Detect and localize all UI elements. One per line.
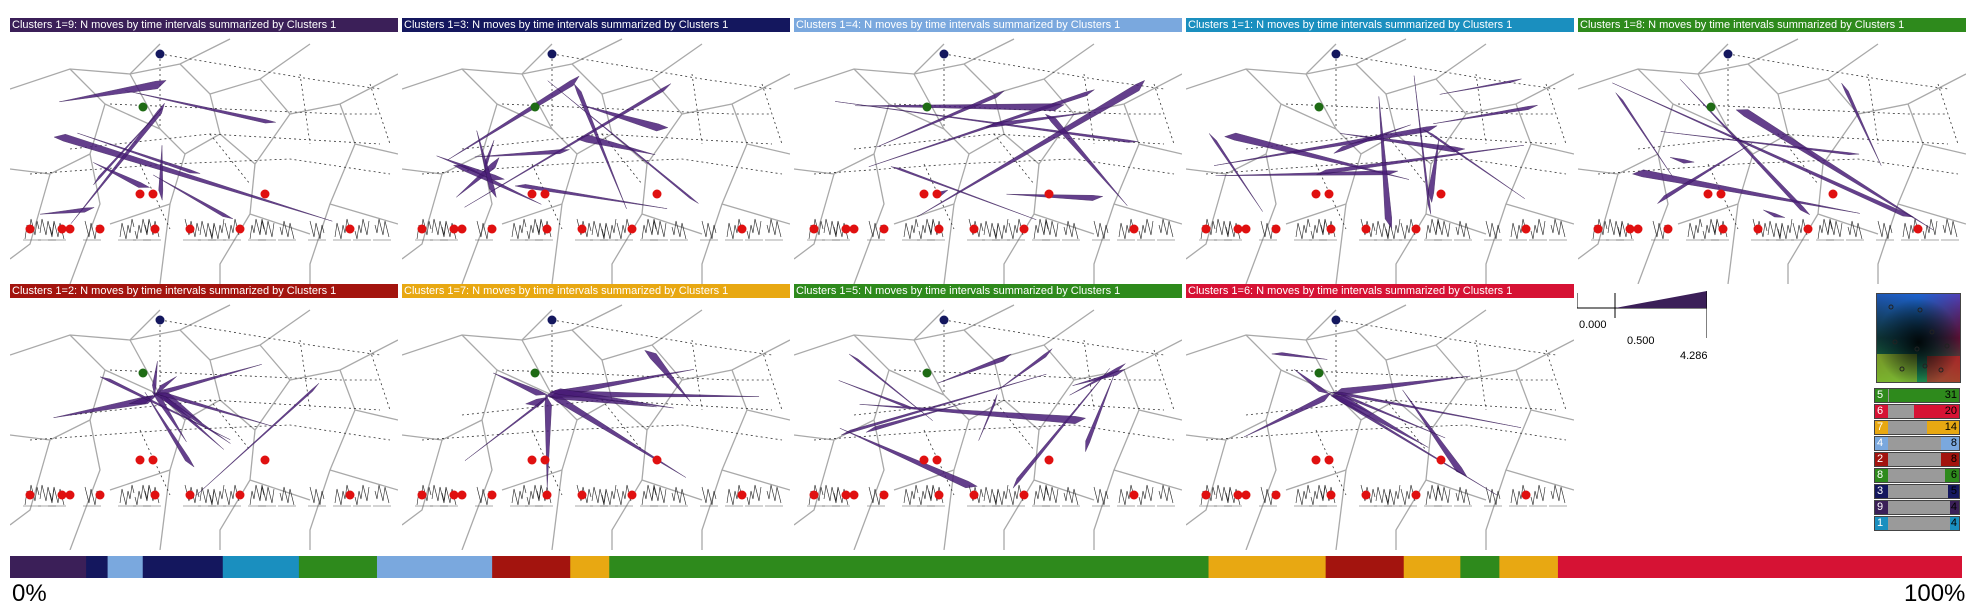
timeline-segment[interactable] — [1460, 556, 1500, 578]
scale-mid-label: 0.500 — [1627, 335, 1655, 347]
panel-title: Clusters 1=6: N moves by time intervals … — [1186, 284, 1574, 298]
scale-min-label: 0.000 — [1579, 319, 1607, 331]
cluster-panel[interactable]: Clusters 1=3: N moves by time intervals … — [402, 18, 790, 284]
cluster-panel[interactable]: Clusters 1=6: N moves by time intervals … — [1186, 284, 1574, 550]
panel-title: Clusters 1=5: N moves by time intervals … — [794, 284, 1182, 298]
timeline-segment[interactable] — [298, 556, 378, 578]
cluster-swatch — [1875, 405, 1888, 418]
cluster-id: 7 — [1877, 421, 1884, 433]
cluster-count-bar — [1927, 421, 1959, 434]
cluster-count: 6 — [1950, 469, 1957, 481]
timeline-segment[interactable] — [142, 556, 224, 578]
cluster-count-bar — [1948, 485, 1959, 498]
cluster-swatch — [1875, 421, 1888, 434]
flow-map[interactable] — [1578, 34, 1966, 284]
flow-map[interactable] — [794, 34, 1182, 284]
timeline-segment[interactable] — [10, 556, 87, 578]
cluster-count-bar — [1914, 405, 1959, 418]
timeline-segment[interactable] — [570, 556, 610, 578]
cluster-count-row[interactable]: 6 20 — [1874, 404, 1960, 419]
panel-title: Clusters 1=1: N moves by time intervals … — [1186, 18, 1574, 32]
cluster-count-row[interactable]: 7 14 — [1874, 420, 1960, 435]
cluster-id: 5 — [1877, 389, 1884, 401]
panel-title: Clusters 1=8: N moves by time intervals … — [1578, 18, 1966, 32]
cluster-id: 1 — [1877, 517, 1884, 529]
timeline-segment[interactable] — [609, 556, 1210, 578]
timeline-bar[interactable] — [10, 556, 1962, 578]
cluster-count: 8 — [1950, 453, 1957, 465]
timeline-segment[interactable] — [376, 556, 493, 578]
cluster-swatch — [1875, 389, 1888, 402]
cluster-panel[interactable]: Clusters 1=1: N moves by time intervals … — [1186, 18, 1574, 284]
cluster-swatch — [1875, 469, 1888, 482]
cluster-count: 4 — [1950, 501, 1957, 513]
cluster-count: 31 — [1944, 389, 1957, 401]
cluster-panel[interactable]: Clusters 1=4: N moves by time intervals … — [794, 18, 1182, 284]
timeline-segment[interactable] — [1325, 556, 1405, 578]
panel-title: Clusters 1=3: N moves by time intervals … — [402, 18, 790, 32]
cluster-swatch — [1875, 501, 1888, 514]
flow-width-legend: 0.000 0.500 4.286 — [1577, 288, 1708, 362]
timeline-end-label: 100% — [1904, 580, 1966, 607]
flow-map[interactable] — [794, 300, 1182, 550]
flow-map[interactable] — [402, 34, 790, 284]
flow-map[interactable] — [1186, 34, 1574, 284]
flow-map[interactable] — [10, 34, 398, 284]
cluster-id: 6 — [1877, 405, 1884, 417]
cluster-swatch — [1875, 517, 1888, 530]
timeline-segment[interactable] — [1208, 556, 1327, 578]
cluster-id: 9 — [1877, 501, 1884, 513]
flow-map[interactable] — [402, 300, 790, 550]
cluster-swatch — [1875, 437, 1888, 450]
flow-map[interactable] — [1186, 300, 1574, 550]
cluster-id: 8 — [1877, 469, 1884, 481]
cluster-count-bar — [1950, 501, 1959, 514]
timeline-segment[interactable] — [86, 556, 109, 578]
cluster-panel[interactable]: Clusters 1=8: N moves by time intervals … — [1578, 18, 1966, 284]
cluster-count: 20 — [1944, 405, 1957, 417]
cluster-swatch — [1875, 453, 1888, 466]
cluster-count: 14 — [1944, 421, 1957, 433]
cluster-panel[interactable]: Clusters 1=9: N moves by time intervals … — [10, 18, 398, 284]
cluster-count-row[interactable]: 5 31 — [1874, 388, 1960, 403]
timeline-start-label: 0% — [12, 580, 47, 607]
timeline-segment[interactable] — [222, 556, 300, 578]
flow-map[interactable] — [10, 300, 398, 550]
timeline-segment[interactable] — [1499, 556, 1559, 578]
color-palette-square[interactable] — [1876, 293, 1961, 383]
cluster-count: 8 — [1950, 437, 1957, 449]
panel-title: Clusters 1=7: N moves by time intervals … — [402, 284, 790, 298]
cluster-count: 4 — [1950, 517, 1957, 529]
cluster-count-bar — [1889, 389, 1959, 402]
timeline-segment[interactable] — [492, 556, 571, 578]
scale-max-label: 4.286 — [1680, 350, 1708, 362]
cluster-id: 2 — [1877, 453, 1884, 465]
timeline-segment[interactable] — [1557, 556, 1962, 578]
cluster-swatch — [1875, 485, 1888, 498]
cluster-panel[interactable]: Clusters 1=2: N moves by time intervals … — [10, 284, 398, 550]
timeline-segment[interactable] — [107, 556, 144, 578]
cluster-panel[interactable]: Clusters 1=5: N moves by time intervals … — [794, 284, 1182, 550]
cluster-id: 3 — [1877, 485, 1884, 497]
cluster-count-bar — [1950, 517, 1959, 530]
cluster-count-bar — [1941, 437, 1959, 450]
panel-title: Clusters 1=2: N moves by time intervals … — [10, 284, 398, 298]
cluster-count-bar — [1941, 453, 1959, 466]
cluster-panel[interactable]: Clusters 1=7: N moves by time intervals … — [402, 284, 790, 550]
cluster-id: 4 — [1877, 437, 1884, 449]
panel-title: Clusters 1=4: N moves by time intervals … — [794, 18, 1182, 32]
panel-title: Clusters 1=9: N moves by time intervals … — [10, 18, 398, 32]
cluster-count-table: 5 31 6 20 7 14 4 8 2 8 8 6 3 5 9 4 1 4 — [1874, 388, 1960, 532]
cluster-count-bar — [1945, 469, 1959, 482]
cluster-count: 5 — [1950, 485, 1957, 497]
timeline-segment[interactable] — [1403, 556, 1461, 578]
